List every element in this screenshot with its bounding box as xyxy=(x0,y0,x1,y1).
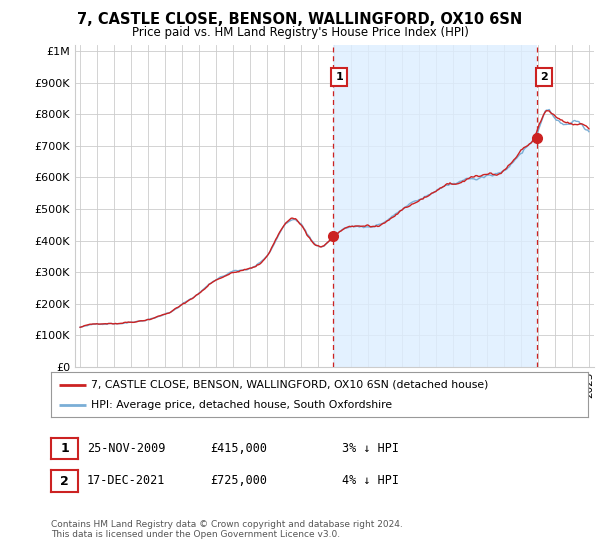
Text: HPI: Average price, detached house, South Oxfordshire: HPI: Average price, detached house, Sout… xyxy=(91,400,392,410)
Text: £415,000: £415,000 xyxy=(210,441,267,455)
Text: Contains HM Land Registry data © Crown copyright and database right 2024.
This d: Contains HM Land Registry data © Crown c… xyxy=(51,520,403,539)
Text: 25-NOV-2009: 25-NOV-2009 xyxy=(87,441,166,455)
Text: 2: 2 xyxy=(60,474,69,488)
Text: 3% ↓ HPI: 3% ↓ HPI xyxy=(342,441,399,455)
Text: 4% ↓ HPI: 4% ↓ HPI xyxy=(342,474,399,487)
Text: 1: 1 xyxy=(335,72,343,82)
Text: 7, CASTLE CLOSE, BENSON, WALLINGFORD, OX10 6SN: 7, CASTLE CLOSE, BENSON, WALLINGFORD, OX… xyxy=(77,12,523,27)
Text: 7, CASTLE CLOSE, BENSON, WALLINGFORD, OX10 6SN (detached house): 7, CASTLE CLOSE, BENSON, WALLINGFORD, OX… xyxy=(91,380,488,390)
Bar xyxy=(333,45,538,367)
Text: 1: 1 xyxy=(60,442,69,455)
Text: £725,000: £725,000 xyxy=(210,474,267,487)
Text: Price paid vs. HM Land Registry's House Price Index (HPI): Price paid vs. HM Land Registry's House … xyxy=(131,26,469,39)
Text: 2: 2 xyxy=(540,72,548,82)
Text: 17-DEC-2021: 17-DEC-2021 xyxy=(87,474,166,487)
